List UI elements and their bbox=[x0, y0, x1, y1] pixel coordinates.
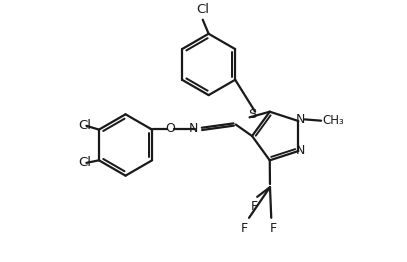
Text: Cl: Cl bbox=[196, 3, 209, 16]
Text: O: O bbox=[165, 122, 175, 135]
Text: N: N bbox=[296, 144, 305, 157]
Text: S: S bbox=[248, 108, 256, 121]
Text: N: N bbox=[295, 113, 305, 126]
Text: F: F bbox=[270, 222, 278, 235]
Text: CH₃: CH₃ bbox=[322, 114, 344, 127]
Text: Cl: Cl bbox=[79, 119, 92, 132]
Text: N: N bbox=[189, 122, 198, 135]
Text: F: F bbox=[241, 222, 248, 235]
Text: Cl: Cl bbox=[79, 156, 92, 169]
Text: F: F bbox=[251, 200, 258, 213]
